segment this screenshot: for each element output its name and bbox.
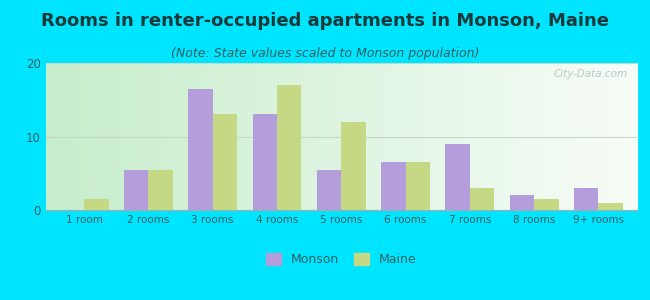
Bar [213, 114, 237, 210]
Bar [188, 89, 213, 210]
Bar [148, 169, 173, 210]
Bar [574, 188, 599, 210]
Bar [470, 188, 494, 210]
Bar [445, 144, 470, 210]
Text: (Note: State values scaled to Monson population): (Note: State values scaled to Monson pop… [171, 46, 479, 59]
Bar [510, 195, 534, 210]
Bar [253, 114, 277, 210]
Bar [84, 199, 109, 210]
Bar [124, 169, 148, 210]
Bar [317, 169, 341, 210]
Bar [599, 203, 623, 210]
Bar [277, 85, 302, 210]
Bar [406, 162, 430, 210]
Bar [341, 122, 366, 210]
Text: Rooms in renter-occupied apartments in Monson, Maine: Rooms in renter-occupied apartments in M… [41, 12, 609, 30]
Legend: Monson, Maine: Monson, Maine [261, 248, 422, 272]
Text: City-Data.com: City-Data.com [554, 69, 628, 79]
Bar [534, 199, 558, 210]
Bar [381, 162, 406, 210]
